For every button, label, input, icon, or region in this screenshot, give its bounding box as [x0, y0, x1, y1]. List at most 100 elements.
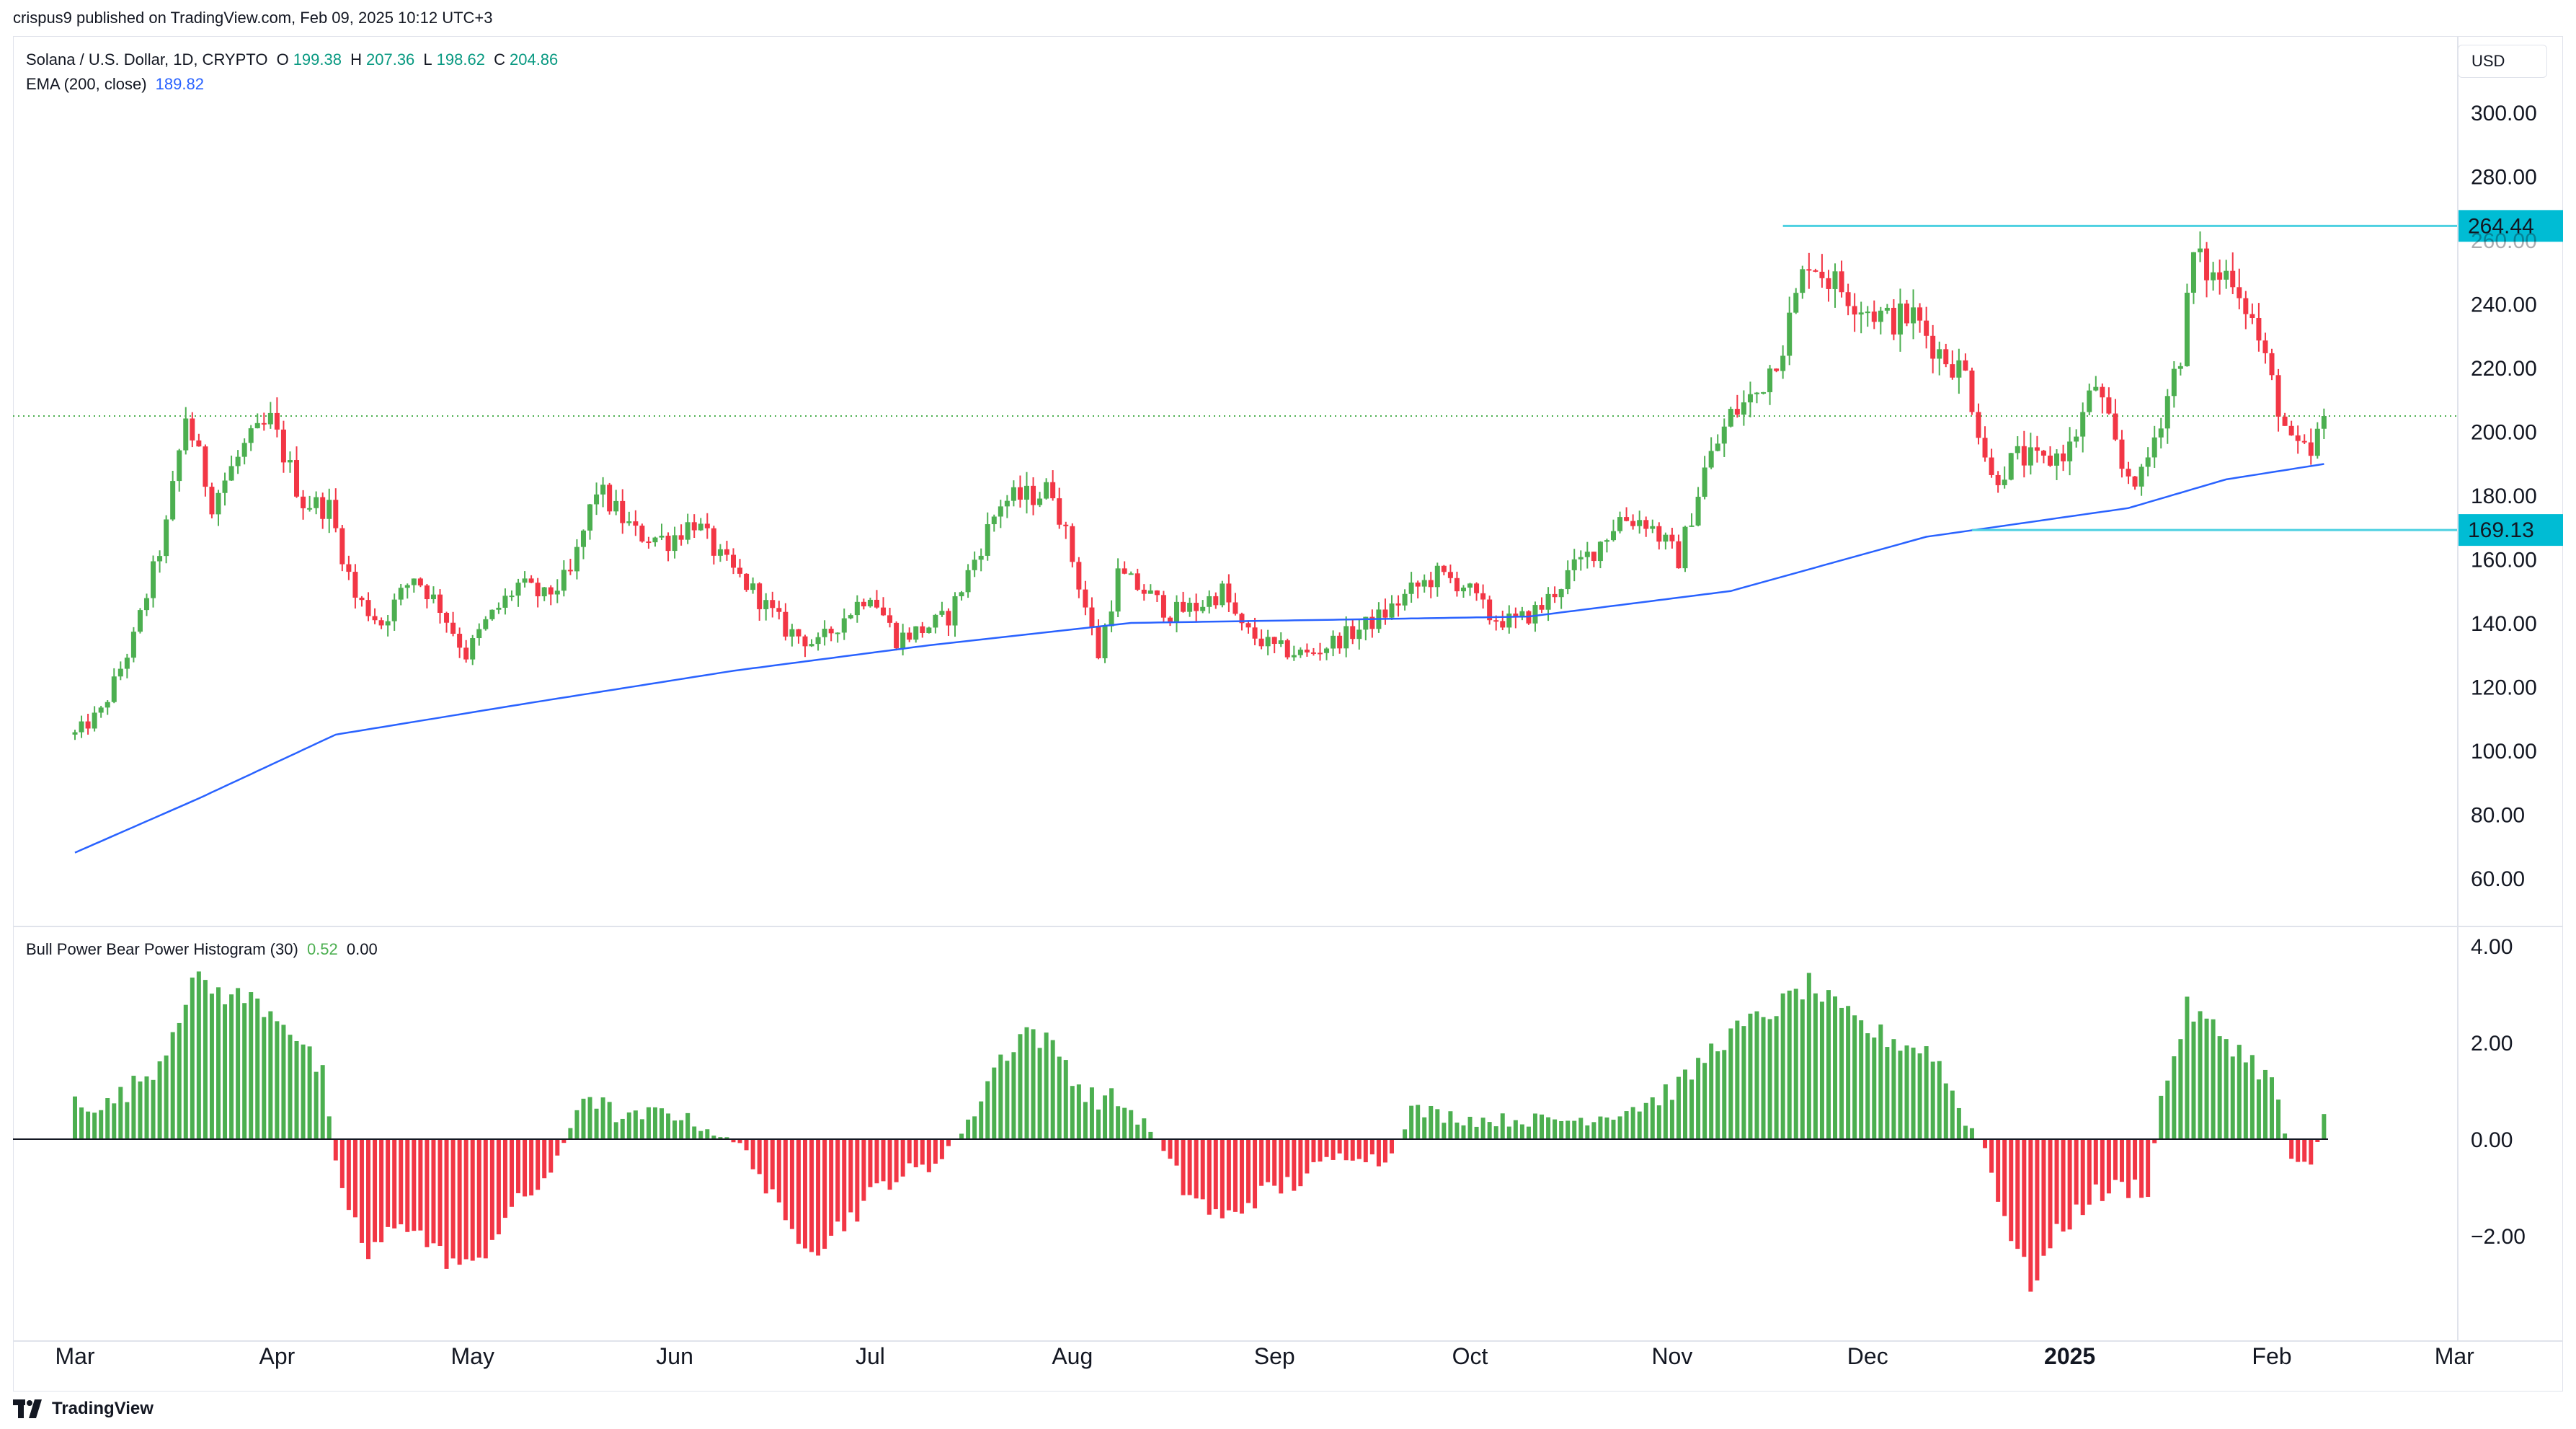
candle-body: [1826, 278, 1831, 289]
candle-body: [1421, 580, 1427, 587]
candle-body: [2211, 272, 2216, 280]
candle-body: [2256, 318, 2262, 341]
candle-body: [1532, 605, 1538, 624]
candle-body: [933, 614, 938, 628]
candle-body: [1637, 520, 1643, 526]
histogram-bar: [125, 1102, 130, 1139]
histogram-bar: [2067, 1139, 2072, 1230]
candle-body: [541, 587, 547, 597]
candle-body: [79, 721, 84, 733]
x-tick-label: May: [450, 1343, 494, 1369]
histogram-bar: [2204, 1018, 2209, 1139]
histogram-bar: [1572, 1120, 1577, 1139]
histogram-bar: [887, 1139, 892, 1190]
histogram-bar: [1285, 1139, 1290, 1177]
histogram-bar: [2276, 1100, 2281, 1139]
candle-body: [1271, 637, 1277, 645]
candle-body: [1154, 590, 1160, 596]
histogram-bar: [1448, 1111, 1453, 1139]
candle-body: [1147, 590, 1153, 594]
candle-body: [1552, 593, 1558, 598]
candle-body: [1708, 451, 1714, 468]
histogram-bar: [229, 994, 234, 1139]
histogram-bar: [1735, 1020, 1740, 1139]
candle-body: [594, 494, 600, 505]
candle-body: [111, 676, 117, 702]
candle-body: [1982, 438, 1988, 458]
histogram-bar: [177, 1022, 182, 1139]
candle-body: [1115, 568, 1121, 612]
histogram-bar: [1963, 1125, 1968, 1139]
candle-body: [98, 707, 104, 713]
candle-body: [737, 567, 743, 574]
ema-value: 189.82: [155, 75, 204, 93]
histogram-bar: [705, 1129, 710, 1139]
histogram-bar: [1246, 1139, 1251, 1203]
candle-body: [2080, 412, 2086, 437]
candle-body: [809, 644, 814, 647]
candle-body: [2061, 453, 2066, 461]
histogram-bar: [992, 1067, 997, 1139]
histogram-bar: [1813, 993, 1818, 1139]
histogram-bar: [1382, 1139, 1387, 1163]
candle-body: [85, 721, 91, 729]
candle-body: [587, 504, 593, 531]
candle-body: [1513, 613, 1519, 618]
histogram-bar: [1050, 1040, 1055, 1139]
candle-body: [2021, 446, 2027, 466]
histogram-bar: [2165, 1080, 2170, 1139]
histogram-bar: [2048, 1139, 2053, 1249]
candle-body: [1506, 613, 1512, 628]
histogram-bar: [1500, 1113, 1505, 1139]
candle-body: [1239, 614, 1245, 624]
histogram-bar: [861, 1139, 866, 1201]
x-tick-label: Oct: [1452, 1343, 1488, 1369]
candle-body: [574, 547, 579, 572]
histogram-bar: [1715, 1051, 1720, 1139]
y-tick-label: 300.00: [2471, 102, 2537, 125]
candle-body: [757, 583, 763, 609]
candle-body: [1031, 485, 1036, 505]
histogram-bar: [1174, 1139, 1179, 1166]
histogram-bar: [1272, 1139, 1277, 1186]
candle-body: [2164, 396, 2170, 429]
candle-body: [2198, 248, 2203, 252]
histogram-bar: [1480, 1118, 1485, 1139]
indicator-value-2: 0.00: [346, 940, 378, 958]
x-tick-label: Mar: [55, 1343, 94, 1369]
candle-body: [770, 600, 776, 609]
candle-body: [1297, 650, 1303, 655]
histogram-bar: [112, 1103, 117, 1139]
histogram-bar: [2283, 1133, 2288, 1139]
histogram-bar: [1956, 1107, 1961, 1139]
histogram-bar: [1442, 1123, 1447, 1139]
histogram-bar: [1924, 1046, 1929, 1139]
histogram-bar: [1702, 1063, 1707, 1139]
histogram-bar: [783, 1139, 788, 1221]
histogram-bar: [373, 1139, 378, 1242]
y-tick-label: 60.00: [2471, 867, 2525, 891]
histogram-bar: [144, 1076, 149, 1139]
candle-body: [183, 418, 189, 451]
candle-body: [580, 530, 586, 547]
currency-button[interactable]: USD: [2458, 45, 2547, 78]
candle-body: [561, 570, 567, 591]
candle-body: [789, 629, 795, 637]
histogram-bar: [2230, 1056, 2235, 1139]
candle-body: [216, 492, 221, 515]
histogram-bar: [157, 1061, 162, 1139]
histogram-bar: [731, 1139, 736, 1143]
histogram-bar: [750, 1139, 755, 1169]
y-tick-label: 280.00: [2471, 166, 2537, 190]
candle-body: [1363, 616, 1369, 630]
histogram-bar: [920, 1139, 925, 1165]
histogram-bar: [829, 1139, 834, 1236]
chart-frame: [13, 36, 2563, 1392]
histogram-bar: [73, 1096, 77, 1139]
candle-body: [835, 632, 840, 634]
histogram-bar: [1806, 973, 1811, 1139]
candle-body: [2275, 375, 2281, 417]
histogram-bar: [2080, 1139, 2085, 1216]
candle-body: [1924, 320, 1929, 336]
